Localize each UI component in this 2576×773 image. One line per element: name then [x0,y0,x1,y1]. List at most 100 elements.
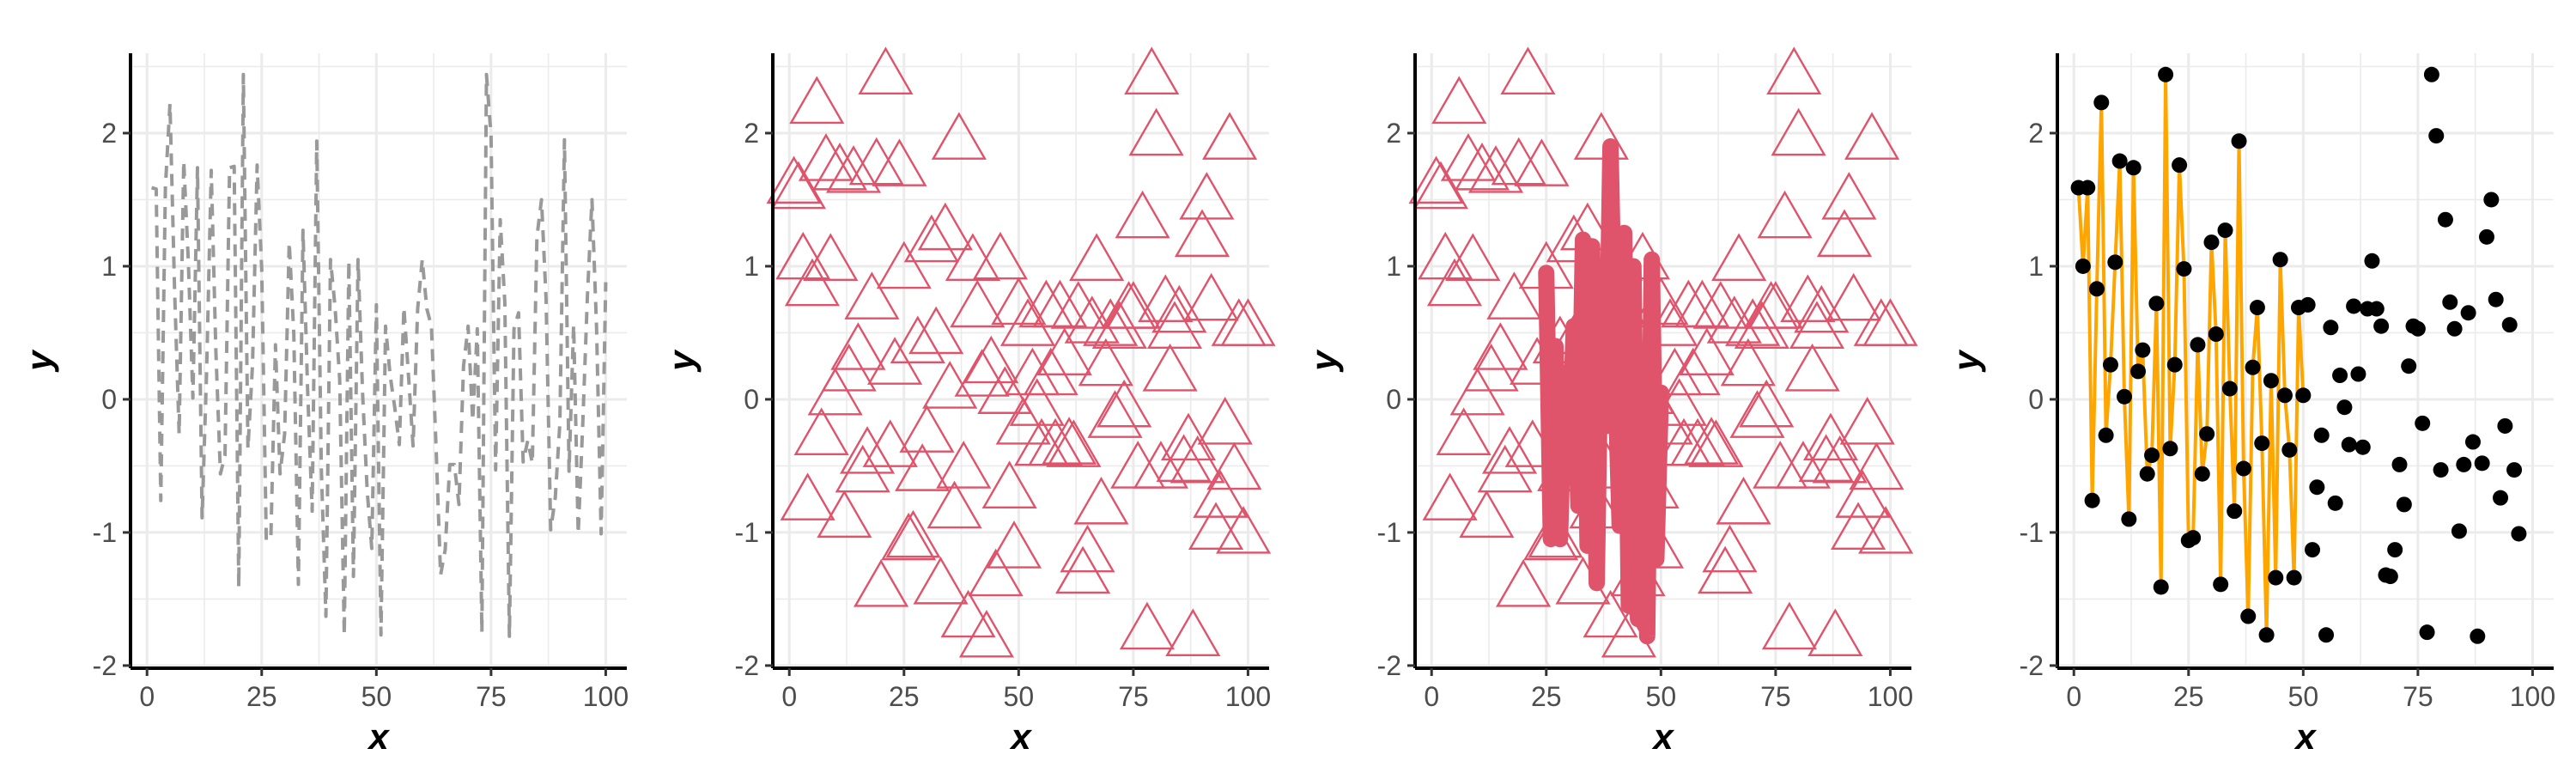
data-point [2300,296,2316,313]
triangle-point [1197,396,1253,445]
triangle-point [789,76,845,125]
triangle-point [1698,545,1753,594]
triangle-point [770,161,826,210]
y-tick-label: -2 [735,650,759,681]
triangle-point [1802,412,1859,461]
triangle-point [917,202,973,251]
triangle-point [1036,327,1092,376]
data-point [2116,388,2132,405]
triangle-point [1431,76,1487,125]
triangle-point [1445,233,1501,281]
data-point [2501,317,2518,333]
triangle-point [1170,435,1225,484]
panel-points-orange-line: 0 25 50 75 100 -2 -1 0 1 2 x y [1946,53,2555,757]
data-point [2368,301,2385,317]
data-point [2102,356,2118,373]
triangle-point [1115,190,1170,239]
grid [773,53,1269,668]
x-tick-label: 25 [1531,681,1562,712]
data-point [2258,627,2275,643]
x-tick-label: 75 [476,681,507,712]
triangle-point [1486,271,1542,320]
data-point [2245,359,2261,375]
data-point [2506,462,2523,478]
axes: 0 25 50 75 100 -2 -1 0 1 2 [735,53,1271,712]
triangle-point [1449,367,1505,416]
data-point [2125,160,2142,176]
triangle-point [908,306,964,355]
y-tick-label: -1 [93,517,117,548]
triangle-point [1160,412,1217,461]
data-point [2268,569,2284,586]
data-point [2451,523,2467,539]
triangle-point [903,214,959,263]
y-tick-label: -2 [1377,650,1401,681]
y-tick-label: 1 [744,251,759,282]
triangle-point [1060,524,1115,573]
triangle-point [1069,233,1125,281]
marks-layer [766,46,1276,658]
data-point [2080,180,2096,196]
grid [131,53,627,668]
y-axis-title: y [1946,349,1986,373]
triangle-point [784,258,841,307]
triangle-point [1422,472,1478,520]
triangle-point [830,322,886,370]
triangle-point [1583,589,1638,638]
y-axis-title: y [1303,349,1344,373]
triangle-point [1757,190,1813,239]
triangle-point [1436,407,1492,455]
triangle-point [1491,137,1546,186]
triangle-point [821,343,877,392]
data-point [2176,261,2192,277]
x-tick-label: 50 [361,681,392,712]
data-point [2272,252,2288,268]
data-point [2276,387,2293,404]
axes: 0 25 50 75 100 -2 -1 0 1 2 [2020,53,2555,712]
triangle-point [872,138,927,186]
triangle-point [890,315,945,364]
y-tick-label: 2 [101,118,117,149]
triangle-point [936,441,992,489]
triangle-point [950,279,1005,328]
data-point [2217,222,2233,239]
data-point [2409,320,2426,337]
triangle-point [825,145,882,193]
triangle-point [1725,298,1781,346]
thick-series-line [1538,137,1669,645]
x-axis-title: x [1651,716,1674,757]
triangle-point [1146,301,1203,350]
y-axis-title: y [19,349,59,373]
data-point [2135,342,2151,358]
x-axis-title: x [2293,716,2317,757]
triangle-point [1858,506,1914,554]
axes: 0 25 50 75 100 -2 -1 0 1 2 [1377,53,1913,712]
triangle-point [1454,142,1510,191]
triangle-point [1739,379,1795,428]
triangle-point [1188,502,1244,551]
triangle-point [844,271,900,320]
triangle-point [1780,274,1836,323]
triangle-point [1142,343,1198,392]
x-axis-title: x [367,716,390,757]
y-tick-label: 0 [1386,384,1401,415]
triangle-point [968,548,1024,597]
triangle-point [1784,343,1840,392]
triangle-point [1042,417,1097,465]
data-point [2213,576,2229,593]
triangle-point [1674,279,1730,328]
triangle-point [1761,601,1817,650]
y-tick-label: 2 [1386,118,1401,149]
y-tick-label: 0 [101,384,117,415]
data-point [2144,447,2160,464]
data-point [2231,133,2247,149]
triangle-point [1183,272,1239,321]
data-point [2107,254,2123,271]
triangle-point [1124,46,1180,94]
data-point [2460,305,2476,321]
triangle-point [995,396,1051,445]
data-point [2121,511,2137,527]
data-point [2332,368,2348,384]
data-point [2240,608,2257,624]
